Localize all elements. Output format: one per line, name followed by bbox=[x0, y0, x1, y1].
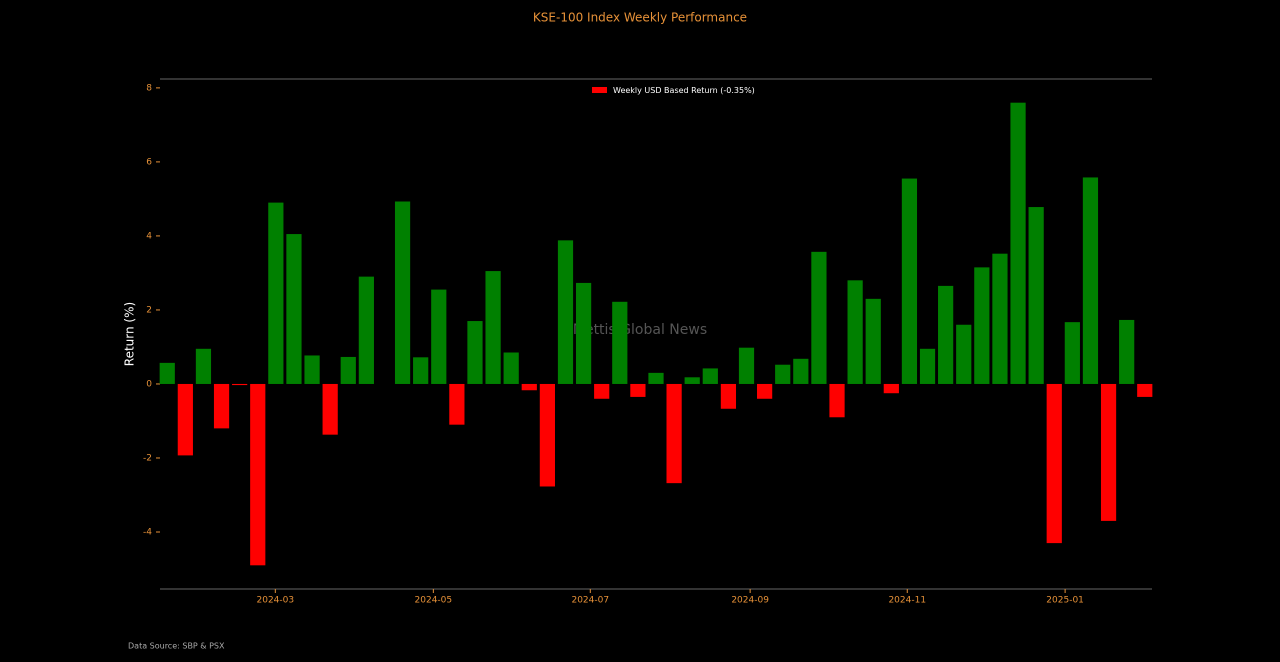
legend-label: Weekly USD Based Return (-0.35%) bbox=[613, 86, 755, 95]
bar bbox=[793, 358, 809, 384]
bar bbox=[811, 251, 827, 384]
bar bbox=[919, 348, 936, 384]
bar bbox=[974, 267, 990, 384]
bar bbox=[159, 362, 175, 384]
bar bbox=[1082, 177, 1099, 384]
bar bbox=[485, 271, 501, 384]
bar bbox=[829, 383, 845, 418]
bar bbox=[757, 383, 773, 399]
bar bbox=[1137, 383, 1153, 397]
bar bbox=[575, 282, 592, 384]
bar bbox=[322, 383, 338, 435]
bar bbox=[358, 276, 374, 384]
y-tick-label: 8 bbox=[146, 83, 152, 93]
source-note: Data Source: SBP & PSX bbox=[128, 642, 225, 651]
y-tick-label: 2 bbox=[146, 305, 152, 315]
bar bbox=[394, 201, 411, 384]
bar bbox=[630, 383, 646, 397]
bar bbox=[340, 356, 356, 384]
bar bbox=[1010, 102, 1026, 384]
bar bbox=[213, 383, 230, 429]
bar bbox=[775, 364, 791, 384]
bar bbox=[702, 368, 718, 384]
bar bbox=[449, 383, 465, 425]
y-tick-label: -4 bbox=[143, 528, 152, 538]
bar bbox=[539, 383, 555, 487]
x-tick-label: 2025-01 bbox=[1046, 596, 1084, 606]
bar bbox=[738, 347, 755, 384]
x-tick-label: 2024-05 bbox=[415, 596, 453, 606]
bar bbox=[268, 202, 284, 384]
watermark: Mettis Global News bbox=[573, 322, 707, 338]
bar bbox=[1028, 207, 1044, 384]
bar bbox=[1119, 319, 1135, 384]
bar bbox=[413, 357, 429, 384]
bar bbox=[847, 280, 863, 384]
x-tick-label: 2024-11 bbox=[888, 596, 926, 606]
bar bbox=[956, 324, 972, 384]
bar bbox=[684, 377, 700, 384]
bar bbox=[1064, 322, 1080, 384]
bar bbox=[883, 383, 899, 394]
bar bbox=[232, 383, 248, 386]
bar bbox=[938, 285, 954, 384]
y-tick-label: 0 bbox=[146, 379, 152, 389]
bar bbox=[557, 240, 574, 384]
x-tick-label: 2024-09 bbox=[731, 596, 769, 606]
bar bbox=[431, 289, 447, 384]
y-axis-label: Return (%) bbox=[123, 302, 137, 366]
bar bbox=[177, 383, 193, 456]
bar bbox=[1046, 383, 1062, 544]
bar bbox=[612, 301, 628, 384]
y-tick-label: 4 bbox=[146, 231, 152, 241]
bar bbox=[304, 355, 320, 384]
bar bbox=[467, 321, 483, 384]
legend-swatch bbox=[592, 87, 607, 93]
bar bbox=[521, 383, 537, 391]
bar bbox=[1100, 383, 1117, 521]
bar bbox=[720, 383, 737, 409]
bar bbox=[286, 234, 302, 384]
bar bbox=[594, 383, 610, 399]
chart-title: KSE-100 Index Weekly Performance bbox=[533, 11, 747, 25]
y-tick-label: -2 bbox=[143, 453, 152, 463]
x-tick-label: 2024-03 bbox=[257, 596, 295, 606]
bar bbox=[648, 372, 664, 384]
x-tick-label: 2024-07 bbox=[571, 596, 609, 606]
bar bbox=[503, 352, 519, 384]
bar bbox=[901, 178, 918, 384]
bar bbox=[992, 253, 1008, 384]
bar bbox=[195, 348, 212, 384]
bar bbox=[865, 298, 881, 384]
bar bbox=[250, 383, 266, 566]
y-tick-label: 6 bbox=[146, 157, 152, 167]
bar bbox=[666, 383, 682, 484]
